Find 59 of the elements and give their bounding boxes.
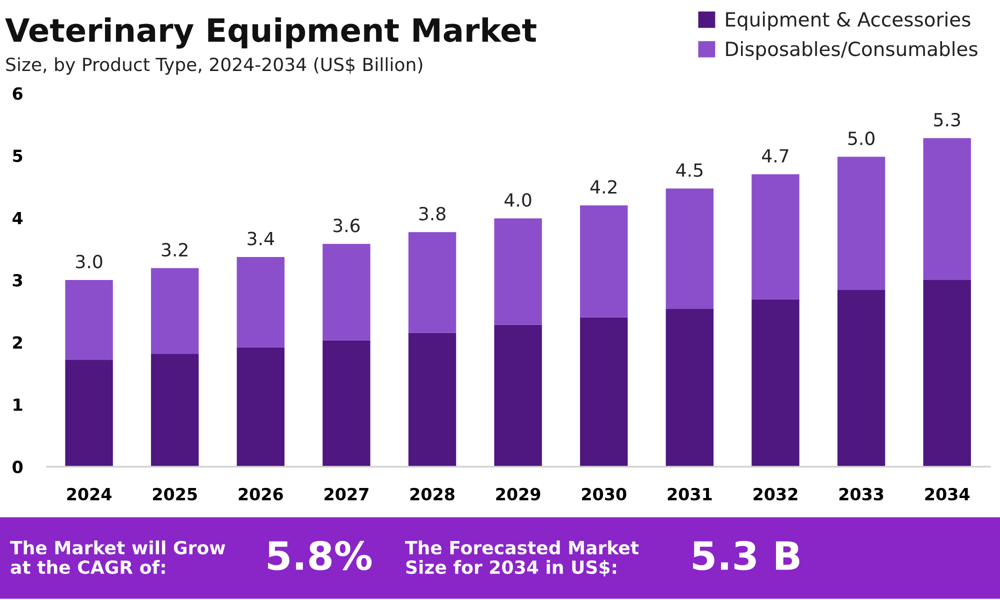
x-tick-label: 2024 — [67, 488, 112, 500]
total-label: 5.3 — [934, 112, 960, 127]
x-tick-label: 2031 — [668, 488, 712, 500]
bar — [580, 317, 628, 467]
total-label: 4.2 — [590, 180, 616, 194]
x-tick-label: 2027 — [324, 488, 368, 500]
x-tick-label: 2032 — [754, 488, 798, 500]
bar — [322, 340, 370, 467]
bar — [837, 290, 886, 467]
bar — [580, 205, 628, 318]
total-label: 4.5 — [676, 164, 702, 177]
text: 5.8% — [268, 540, 372, 570]
bar — [65, 280, 113, 360]
total-label: 3.8 — [419, 206, 446, 220]
bar — [666, 188, 714, 309]
text: 5.3 B — [693, 540, 800, 570]
y-tick-label: 0 — [12, 460, 23, 474]
x-tick-label: 2030 — [582, 488, 626, 500]
bar — [150, 268, 199, 354]
bar — [150, 354, 199, 467]
bar — [666, 308, 714, 467]
bar — [494, 218, 542, 325]
text: The Market will Grow at the CAGR of: — [10, 540, 226, 574]
x-tick-label: 2028 — [410, 488, 454, 500]
bar — [322, 244, 370, 340]
total-label: 3.0 — [76, 254, 102, 268]
bar — [923, 280, 971, 467]
bar — [408, 332, 456, 467]
bar — [65, 360, 113, 467]
total-label: 3.6 — [333, 218, 360, 232]
y-tick-label: 6 — [12, 87, 22, 100]
y-tick-label: 1 — [14, 398, 22, 411]
total-label: 5.0 — [848, 132, 874, 146]
total-label: 4.7 — [762, 149, 788, 162]
legend-label: Equipment & Accessories — [726, 12, 970, 30]
y-tick-label: 5 — [13, 150, 22, 162]
bar — [236, 347, 285, 467]
total-label: 3.2 — [162, 242, 188, 257]
x-tick-label: 2026 — [238, 488, 283, 500]
x-tick-label: 2029 — [496, 488, 540, 500]
bar — [837, 156, 886, 290]
bar — [923, 138, 971, 280]
total-label: 4.0 — [504, 193, 532, 207]
bar — [236, 256, 285, 348]
chart-subtitle: Size, by Product Type, 2024-2034 (US$ Billion) — [6, 57, 422, 75]
text: The Forecasted Market Size for 2034 in US$: — [405, 540, 639, 576]
y-tick-label: 4 — [12, 212, 23, 224]
x-tick-label: 2034 — [925, 488, 970, 500]
x-tick-label: 2033 — [839, 488, 884, 500]
y-tick-label: 2 — [13, 336, 22, 349]
x-tick-label: 2025 — [152, 488, 197, 500]
legend-label: Disposables/Consumables — [726, 41, 978, 60]
y-tick-label: 3 — [12, 274, 22, 287]
chart-title: Veterinary Equipment Market — [5, 17, 536, 49]
total-label: 3.4 — [248, 232, 274, 246]
bar — [494, 324, 542, 467]
bar — [752, 299, 800, 467]
bar — [752, 174, 800, 300]
bar — [408, 232, 456, 333]
